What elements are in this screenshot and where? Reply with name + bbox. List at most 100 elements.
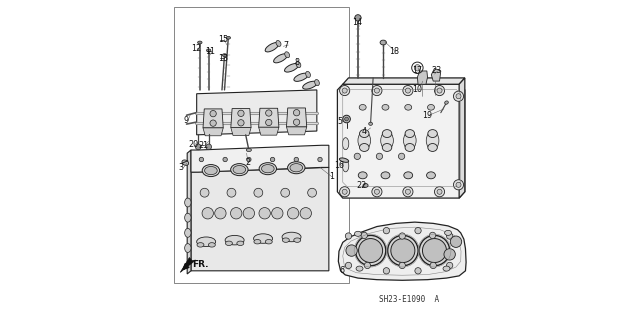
Polygon shape (339, 222, 466, 280)
Text: 12: 12 (191, 44, 201, 53)
Ellipse shape (185, 244, 191, 252)
Polygon shape (459, 78, 465, 198)
Circle shape (422, 239, 447, 263)
Circle shape (415, 268, 421, 274)
Circle shape (254, 188, 263, 197)
Circle shape (383, 227, 390, 234)
Circle shape (454, 91, 463, 101)
Ellipse shape (315, 79, 319, 86)
Ellipse shape (342, 160, 349, 172)
Text: 23: 23 (431, 66, 442, 76)
Ellipse shape (185, 213, 191, 222)
Text: 14: 14 (352, 19, 362, 27)
Ellipse shape (246, 148, 252, 152)
Circle shape (403, 187, 413, 197)
Text: 20: 20 (188, 140, 198, 149)
Circle shape (342, 88, 347, 93)
Circle shape (246, 157, 251, 162)
Circle shape (223, 157, 227, 162)
Circle shape (447, 262, 453, 269)
Circle shape (391, 239, 415, 263)
Ellipse shape (290, 164, 303, 172)
Ellipse shape (382, 105, 389, 110)
Ellipse shape (196, 237, 216, 247)
Ellipse shape (259, 163, 276, 175)
Circle shape (388, 235, 418, 266)
Circle shape (451, 236, 461, 248)
Ellipse shape (356, 266, 363, 271)
Ellipse shape (274, 54, 287, 63)
Circle shape (287, 208, 299, 219)
Circle shape (403, 85, 413, 96)
Bar (174, 7, 349, 284)
Ellipse shape (202, 165, 220, 177)
Ellipse shape (427, 172, 435, 179)
Ellipse shape (282, 232, 301, 242)
Text: 11: 11 (205, 47, 215, 56)
Circle shape (376, 153, 383, 160)
Ellipse shape (342, 138, 349, 150)
Text: 19: 19 (422, 111, 433, 120)
Ellipse shape (359, 105, 366, 110)
Text: 6: 6 (339, 266, 344, 275)
Polygon shape (180, 257, 196, 272)
Ellipse shape (381, 131, 394, 150)
Ellipse shape (182, 160, 189, 165)
Circle shape (430, 262, 436, 269)
Ellipse shape (358, 131, 371, 150)
Text: 22: 22 (356, 181, 367, 190)
Polygon shape (417, 71, 428, 84)
Ellipse shape (225, 235, 244, 245)
Ellipse shape (405, 130, 415, 137)
Circle shape (405, 88, 410, 93)
Circle shape (318, 157, 322, 162)
Text: 4: 4 (361, 127, 366, 136)
Circle shape (206, 144, 212, 150)
Circle shape (293, 119, 300, 125)
Ellipse shape (360, 144, 369, 152)
Ellipse shape (253, 234, 273, 243)
Circle shape (372, 85, 382, 96)
Text: 1: 1 (330, 172, 335, 182)
Circle shape (271, 208, 283, 219)
Ellipse shape (287, 162, 305, 174)
Circle shape (435, 85, 445, 96)
Polygon shape (343, 78, 465, 84)
Circle shape (456, 182, 461, 187)
Circle shape (383, 268, 390, 274)
Ellipse shape (363, 183, 368, 187)
Circle shape (343, 115, 350, 123)
Ellipse shape (209, 243, 215, 247)
Ellipse shape (355, 231, 362, 236)
Circle shape (342, 189, 347, 194)
Circle shape (405, 189, 410, 194)
Circle shape (214, 208, 226, 219)
Circle shape (419, 235, 450, 266)
Circle shape (227, 188, 236, 197)
Ellipse shape (360, 130, 369, 137)
Ellipse shape (294, 73, 308, 81)
Text: 16: 16 (335, 161, 344, 170)
Circle shape (259, 208, 270, 219)
Ellipse shape (381, 172, 390, 179)
Circle shape (437, 189, 442, 194)
Polygon shape (431, 69, 441, 81)
Ellipse shape (282, 238, 289, 242)
Ellipse shape (428, 130, 437, 137)
Circle shape (243, 208, 255, 219)
Ellipse shape (405, 144, 415, 152)
Circle shape (399, 233, 405, 239)
Ellipse shape (265, 42, 278, 52)
Ellipse shape (382, 130, 392, 137)
Text: SH23-E1090  A: SH23-E1090 A (379, 295, 439, 304)
Circle shape (200, 188, 209, 197)
Ellipse shape (233, 166, 246, 174)
Ellipse shape (428, 144, 437, 152)
Ellipse shape (296, 62, 301, 68)
Ellipse shape (222, 54, 227, 56)
Ellipse shape (428, 105, 435, 110)
Text: 18: 18 (388, 47, 399, 56)
Ellipse shape (185, 198, 191, 207)
Circle shape (230, 208, 242, 219)
Ellipse shape (339, 158, 349, 162)
